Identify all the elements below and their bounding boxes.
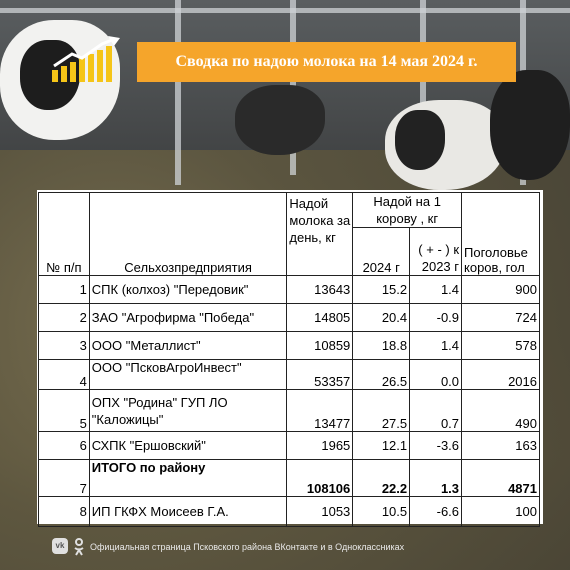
row-diff: 1.3 [409,459,463,497]
row-num: 3 [38,331,90,360]
row-herd: 2016 [461,359,540,390]
row-num: 4 [38,359,90,390]
row-milk: 1965 [286,431,354,460]
row-diff: -3.6 [409,431,463,460]
row-diff: 0.7 [409,389,463,432]
row-diff: 1.4 [409,275,463,304]
row-milk: 10859 [286,331,354,360]
row-2024: 22.2 [352,459,411,497]
row-herd: 724 [461,303,540,332]
row-milk: 53357 [286,359,354,390]
row-milk: 13643 [286,275,354,304]
row-herd: 163 [461,431,540,460]
row-num: 8 [38,496,90,527]
header-diff: ( + - ) к 2023 г [409,227,463,276]
cow [395,110,445,170]
table-row: 1 СПК (колхоз) "Передовик" 13643 15.2 1.… [38,275,540,304]
row-herd: 900 [461,275,540,304]
growth-chart-icon [50,36,124,86]
row-2024: 10.5 [352,496,411,527]
row-2024: 15.2 [352,275,411,304]
row-milk: 108106 [286,459,354,497]
table-row: 2 ЗАО "Агрофирма "Победа" 14805 20.4 -0.… [38,303,540,332]
header-org: Сельхозпредприятия [88,192,288,276]
footer-text: Официальная страница Псковского района В… [90,542,405,552]
row-diff: 0.0 [409,359,463,390]
row-herd: 490 [461,389,540,432]
header-per-cow: Надой на 1 корову , кг [352,192,463,228]
row-org: ООО "Металлист" [88,331,288,360]
cow [490,70,570,180]
row-diff: -0.9 [409,303,463,332]
row-org: ОПХ "Родина" ГУП ЛО "Каложицы" [88,389,288,432]
row-herd: 578 [461,331,540,360]
rail [420,0,426,175]
row-herd: 100 [461,496,540,527]
row-milk: 13477 [286,389,354,432]
row-num: 6 [38,431,90,460]
row-org: СХПК "Ершовский" [88,431,288,460]
table-row: 3 ООО "Металлист" 10859 18.8 1.4 578 [38,331,540,360]
row-2024: 27.5 [352,389,411,432]
table-row: 6 СХПК "Ершовский" 1965 12.1 -3.6 163 [38,431,540,460]
rail [0,8,570,13]
data-table: № п/п Сельхозпредприятия Надой молока за… [38,192,540,527]
header-2024: 2024 г [352,227,411,276]
row-num: 7 [38,459,90,497]
row-herd: 4871 [461,459,540,497]
row-org: ИТОГО по району [88,459,288,497]
row-org: ООО "ПсковАгроИнвест" [88,359,288,390]
row-num: 1 [38,275,90,304]
cow [235,85,325,155]
row-2024: 20.4 [352,303,411,332]
row-org: ИП ГКФХ Моисеев Г.А. [88,496,288,527]
table-row: 4 ООО "ПсковАгроИнвест" 53357 26.5 0.0 2… [38,359,540,390]
header-herd: Поголовье коров, гол [461,192,540,276]
row-2024: 12.1 [352,431,411,460]
table-row-total: 7 ИТОГО по району 108106 22.2 1.3 4871 [38,459,540,497]
milk-yield-table: № п/п Сельхозпредприятия Надой молока за… [37,190,543,527]
footer: vk Официальная страница Псковского район… [0,530,570,570]
row-num: 2 [38,303,90,332]
odnoklassniki-icon[interactable] [74,538,84,556]
table-row: 5 ОПХ "Родина" ГУП ЛО "Каложицы" 13477 2… [38,389,540,432]
rail [175,0,181,185]
row-num: 5 [38,389,90,432]
row-2024: 18.8 [352,331,411,360]
row-milk: 1053 [286,496,354,527]
row-diff: -6.6 [409,496,463,527]
header-milk-day: Надой молока за день, кг [286,192,354,276]
table-row: 8 ИП ГКФХ Моисеев Г.А. 1053 10.5 -6.6 10… [38,496,540,527]
page-title: Сводка по надою молока на 14 мая 2024 г. [137,42,516,82]
row-milk: 14805 [286,303,354,332]
row-org: СПК (колхоз) "Передовик" [88,275,288,304]
row-diff: 1.4 [409,331,463,360]
row-2024: 26.5 [352,359,411,390]
row-org: ЗАО "Агрофирма "Победа" [88,303,288,332]
vk-icon[interactable]: vk [52,538,68,554]
header-num: № п/п [38,192,90,276]
